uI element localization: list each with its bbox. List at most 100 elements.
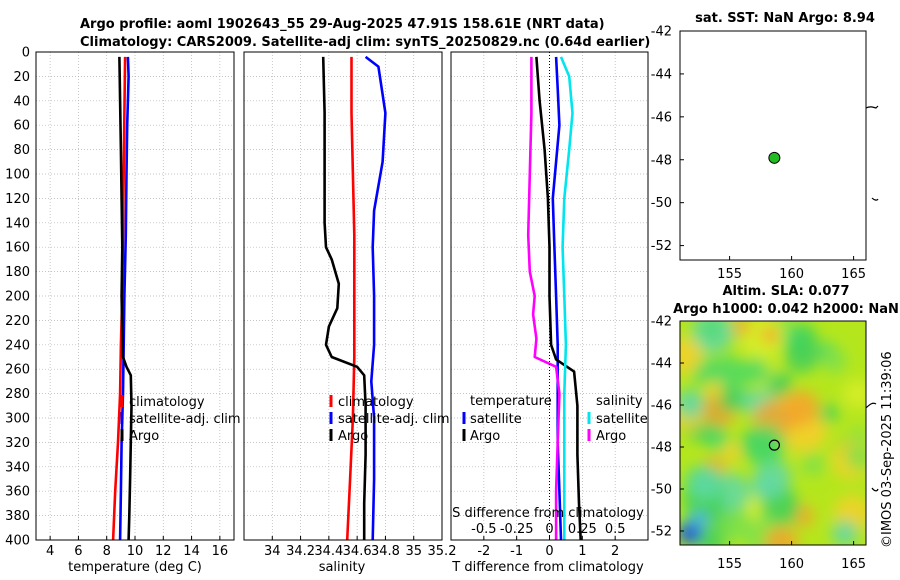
y-tick-label: 200 [5,290,30,305]
y-tick-label: 160 [5,241,30,256]
salinity-panel: 34 34.2 34.4 34.6 34.8 35 35.2 salinity climat… [243,51,456,575]
map-y-tick-label: -48 [651,441,672,456]
x-tick-label: 1 [578,544,586,559]
sla-cell [785,338,820,373]
figure-title-line1: Argo profile: aoml 1902643_55 29-Aug-202… [80,17,605,32]
legend-climatology: climatology [338,395,414,410]
map-y-tick-label: -52 [651,525,672,540]
legend-argo: Argo [129,429,159,444]
sla-cell [680,337,703,374]
x-tick-label: 0 [545,544,553,559]
legend-satellite-adj: satellite-adj. clim [338,412,450,427]
x-tick-label: 8 [103,544,111,559]
series-line-satellite-adj-clim [118,56,130,541]
y-tick-label: 360 [5,485,30,500]
map-x-tick-label: 160 [779,267,804,282]
secondary-tick-label: -0.5 [471,522,496,537]
coastline-fragment [865,402,877,409]
sla-cell [741,357,769,385]
sla-title-line2: Argo h1000: 0.042 h2000: NaN [673,302,899,317]
difference-legend: temperature satellite Argo salinity sate… [462,394,648,444]
y-tick-label: 140 [5,216,30,231]
series-line-temperature-argo [535,56,582,541]
y-tick-label: 100 [5,168,30,183]
legend-salinity-head: salinity [596,394,643,409]
sla-cell [704,426,730,452]
temperature-legend: climatology satellite-adj. clim Argo [120,395,241,444]
y-tick-label: 280 [5,387,30,402]
sla-cell [680,389,705,419]
difference-panel: -2 -1 0 1 2 T difference from climatology S … [450,51,649,575]
y-tick-label: 120 [5,192,30,207]
sla-cell [721,442,742,462]
figure-title-line2: Climatology: CARS2009. Satellite-adj cli… [80,35,650,50]
map-x-tick-label: 155 [717,557,742,572]
y-tick-label: 40 [13,94,30,109]
sla-cell [688,467,722,500]
map-y-tick-label: -50 [651,196,672,211]
sla-cell [850,427,866,445]
sla-title-line1: Altim. SLA: 0.077 [723,284,850,299]
coastline-fragment [871,197,879,201]
y-tick-label: 80 [13,143,30,158]
map-y-tick-label: -42 [651,315,672,330]
secondary-tick-label: -0.25 [500,522,534,537]
legend-sal-argo: Argo [596,429,626,444]
x-tick-label: 2 [611,544,619,559]
sla-cell [764,525,799,545]
sla-cell [820,404,839,423]
y-tick-label: 320 [5,436,30,451]
x-tick-label: 34.2 [286,544,315,559]
salinity-xlabel: salinity [319,560,366,575]
map-y-tick-label: -52 [651,239,672,254]
map-y-tick-label: -44 [651,357,672,372]
sla-cell [762,327,778,343]
x-tick-label: 14 [183,544,200,559]
y-tick-label: 240 [5,338,30,353]
x-tick-label: 34.4 [314,544,343,559]
coastline-fragment [871,487,879,492]
series-line-salinity-satellite [559,56,574,540]
sla-cell [831,519,859,545]
x-tick-label: 4 [46,544,54,559]
difference-xlabel: T difference from climatology [451,560,644,575]
sla-cell [706,380,724,398]
map-y-tick-label: -42 [651,25,672,40]
sla-cell [843,379,866,408]
map-x-tick-label: 165 [841,267,866,282]
sla-cell [720,507,754,541]
sla-cell [702,321,721,339]
sla-cell [718,387,744,413]
sst-title: sat. SST: NaN Argo: 8.94 [695,11,875,26]
map-y-tick-label: -50 [651,483,672,498]
map-y-tick-label: -46 [651,110,672,125]
x-tick-label: 35 [405,544,422,559]
map-y-tick-label: -44 [651,67,672,82]
legend-sal-satellite: satellite [596,412,648,427]
series-line-climatology [345,56,356,541]
x-tick-label: -2 [477,544,490,559]
secondary-tick-label: 0.25 [568,522,597,537]
depth-axis: 0 20 40 60 80 100 120 140 160 180 200 220 240 260 280 3… [5,46,30,549]
temperature-panel: 4 6 8 10 12 14 16 temperature (deg C) climatol… [35,51,241,575]
sla-cell [767,370,793,397]
series-line-satellite-adj-clim [364,55,387,541]
sla-heatmap [680,321,866,545]
y-tick-label: 0 [22,46,30,61]
coastline-fragment [865,105,879,109]
sla-map-panel: Altim. SLA: 0.077 Argo h1000: 0.042 h200… [651,284,899,572]
y-tick-label: 220 [5,314,30,329]
secondary-tick-label: 0.5 [605,522,626,537]
secondary-tick-label: 0 [545,522,553,537]
y-tick-label: 60 [13,119,30,134]
legend-argo: Argo [338,429,368,444]
sla-cell [691,511,709,529]
y-tick-label: 340 [5,460,30,475]
x-tick-label: 10 [127,544,144,559]
map-x-tick-label: 165 [841,557,866,572]
x-tick-label: 6 [74,544,82,559]
sla-cell [732,321,751,336]
sla-cell [846,444,866,471]
series-line-argo [118,56,133,541]
argo-location-marker [768,151,781,164]
